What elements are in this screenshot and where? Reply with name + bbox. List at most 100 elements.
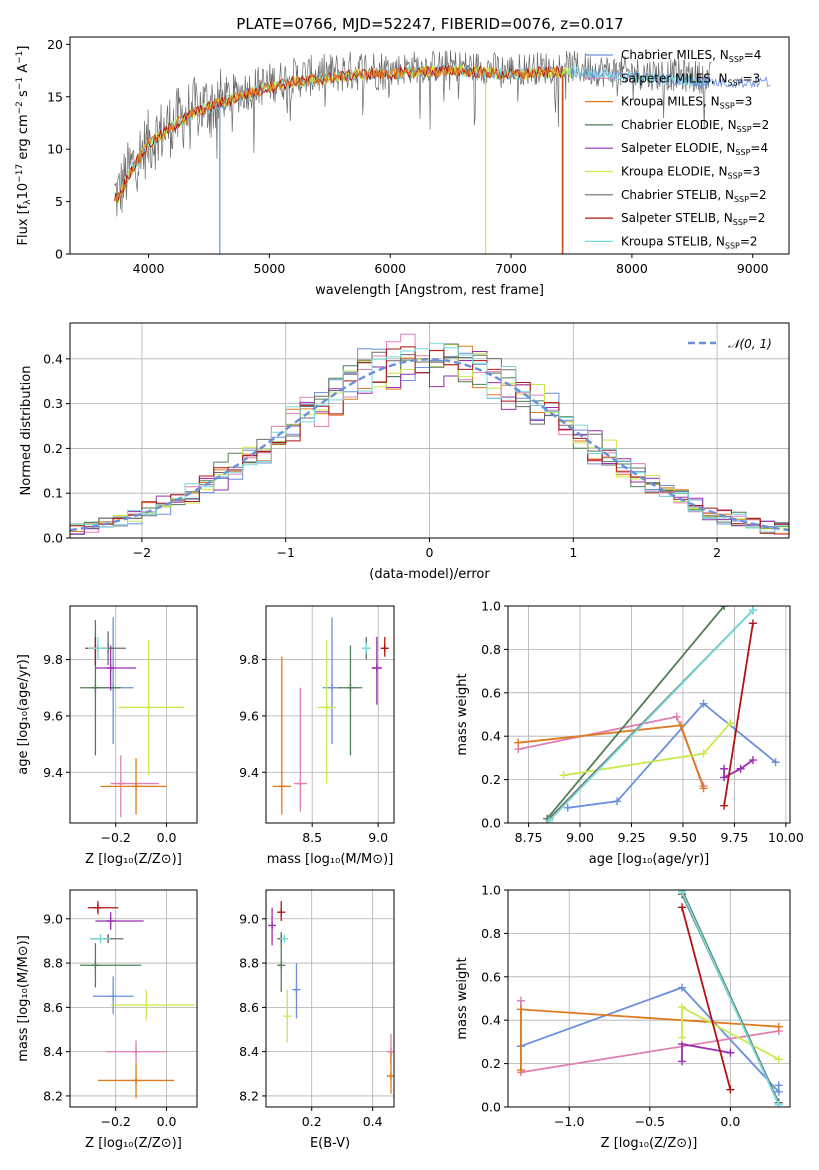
legend-label: 𝒩(0, 1)	[728, 337, 772, 351]
errorbar-marker	[280, 934, 289, 943]
y-tick-label: 0	[55, 247, 63, 262]
legend-label: Salpeter STELIB, NSSP=2	[621, 211, 765, 227]
histogram-step	[70, 346, 789, 534]
weight-marker	[678, 1057, 687, 1066]
weight-marker	[676, 721, 685, 730]
errorbar-marker	[380, 644, 389, 653]
x-axis-label: E(B-V)	[310, 1136, 350, 1151]
errorbar-marker	[109, 992, 118, 1001]
axes-frame	[69, 36, 790, 255]
y-tick-label: 8.4	[43, 1044, 63, 1059]
x-tick-label: 0.4	[363, 1114, 383, 1129]
y-tick-label: 9.6	[43, 708, 63, 723]
legend-label: Chabrier MILES, NSSP=4	[621, 48, 761, 64]
legend-label: Kroupa MILES, NSSP=3	[621, 95, 752, 111]
weight-marker	[771, 758, 780, 767]
legend-sub: SSP	[725, 241, 740, 250]
y-tick-label: 0.6	[481, 685, 501, 700]
x-tick-label: 0.2	[302, 1114, 322, 1129]
x-tick-label: 0.0	[157, 830, 177, 845]
legend-sub: SSP	[737, 125, 752, 134]
axes-frame	[507, 889, 791, 1108]
x-tick-label: 8000	[616, 261, 648, 276]
errorbar-marker	[144, 703, 153, 712]
y-label-sup: −1	[15, 77, 25, 90]
legend-value: =3	[743, 71, 761, 85]
weight-line	[548, 609, 754, 822]
errorbar-marker	[106, 664, 115, 672]
weight-marker	[613, 797, 622, 806]
legend-value: =4	[744, 48, 762, 62]
x-tick-label: −0.2	[101, 830, 131, 845]
y-tick-label: 0.2	[481, 1056, 501, 1071]
x-tick-label: 9.25	[618, 830, 646, 845]
legend-name: Salpeter MILES, N	[621, 71, 728, 85]
y-label-part: A	[16, 64, 31, 77]
x-tick-label: 4000	[133, 261, 165, 276]
plot-area-spectrum	[114, 50, 771, 254]
panel-mass_vs_Z: −0.2 0.0 8.2 8.4 8.6 8.8 9.0 Z [log₁₀(Z/Z⊙)] mas…	[16, 889, 198, 1151]
y-axis-label: mass weight	[455, 957, 470, 1039]
y-label-sup: −17	[15, 164, 25, 183]
plot-area-residuals	[70, 333, 789, 535]
weight-marker	[516, 1005, 525, 1014]
x-tick-label: −1	[276, 545, 294, 560]
x-axis-label: Z [log₁₀(Z/Z⊙)]	[85, 852, 182, 867]
y-tick-label: 0.8	[481, 642, 501, 657]
errorbar-marker	[93, 644, 102, 653]
legend-sub: SSP	[735, 148, 750, 157]
plot-area-weight_vs_age	[514, 606, 780, 823]
y-tick-label: 0.8	[481, 926, 501, 941]
weight-line	[723, 623, 754, 806]
weight-marker	[726, 1048, 735, 1057]
x-tick-label: 9.75	[721, 830, 749, 845]
x-tick-label: 2	[713, 545, 721, 560]
legend-sub: SSP	[720, 102, 735, 111]
y-tick-label: 1.0	[481, 599, 501, 614]
weight-marker	[748, 606, 757, 615]
y-axis-label: age [log₁₀(age/yr)]	[16, 654, 31, 775]
errorbar-marker	[277, 782, 286, 791]
legend-sub: SSP	[728, 172, 743, 181]
legend-name: Salpeter ELODIE, N	[621, 141, 735, 155]
plot-layer: Chabrier MILES, NSSP=4 Salpeter MILES, N S…	[15, 36, 804, 1151]
plot-area-age_vs_Z	[80, 617, 185, 818]
errorbar-marker	[362, 644, 371, 653]
y-axis-label: mass [log₁₀(M/M⊙)]	[16, 935, 31, 1062]
y-axis-label: Flux [fλ10−17 erg cm−2 s−1 A−1]	[15, 46, 33, 246]
errorbar-marker	[296, 779, 305, 788]
legend-value: =2	[740, 234, 758, 248]
y-axis-label: mass weight	[455, 673, 470, 755]
plot-area-age_vs_mass	[272, 617, 389, 815]
x-tick-label: 6000	[374, 261, 406, 276]
x-tick-label: −1.0	[554, 1114, 584, 1129]
x-tick-label: 1	[569, 545, 577, 560]
weight-marker	[720, 764, 729, 773]
legend-value: =2	[752, 118, 770, 132]
errorbar-marker	[346, 683, 355, 692]
y-tick-label: 0.0	[481, 816, 501, 831]
panel-age_vs_Z: −0.2 0.0 9.4 9.6 9.8 Z [log₁₀(Z/Z⊙)] age [log₁…	[16, 605, 198, 867]
legend-name: Salpeter STELIB, N	[621, 211, 733, 225]
x-tick-label: 0.0	[157, 1114, 177, 1129]
x-tick-label: 7000	[495, 261, 527, 276]
y-tick-label: 8.6	[43, 1000, 63, 1015]
legend-value: =3	[735, 95, 753, 109]
legend-residuals: 𝒩(0, 1)	[688, 337, 772, 351]
errorbar-marker	[268, 921, 277, 930]
y-label-sup: −1	[15, 51, 25, 64]
weight-marker	[516, 996, 525, 1005]
panel-mass_vs_EBV: 0.2 0.4 8.2 8.4 8.6 8.8 9.0 E(B-V)	[239, 889, 395, 1151]
weight-marker	[545, 816, 554, 823]
legend-sub: SSP	[734, 195, 749, 204]
weight-line	[681, 907, 732, 1090]
legend-label: Salpeter ELODIE, NSSP=4	[621, 141, 768, 157]
x-tick-label: 10.00	[768, 830, 804, 845]
spectrum-tail-line	[692, 76, 771, 90]
errorbar-marker	[132, 1076, 141, 1085]
errorbar-marker	[277, 961, 286, 970]
legend-label: Chabrier ELODIE, NSSP=2	[621, 118, 769, 134]
y-tick-label: 0.4	[481, 729, 501, 744]
weight-line	[546, 606, 725, 820]
